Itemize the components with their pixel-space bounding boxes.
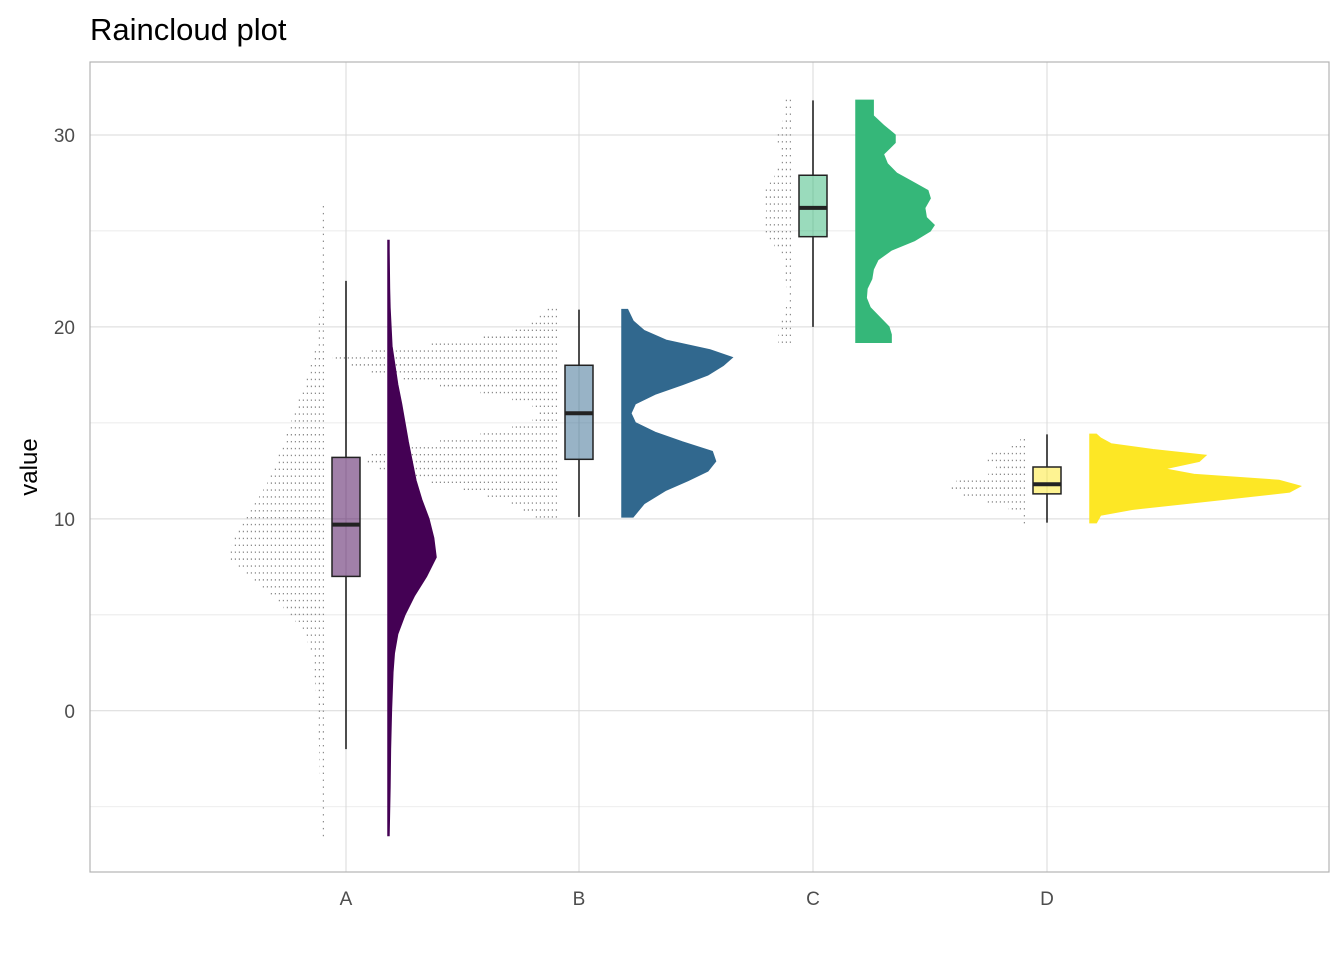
density-cloud-C [855, 99, 935, 343]
density-clouds [387, 99, 1302, 837]
y-tick-label: 30 [54, 126, 75, 147]
density-cloud-A [387, 239, 437, 837]
boxplots [331, 100, 1062, 750]
y-axis-label: value [16, 438, 43, 495]
density-cloud-B [621, 308, 734, 518]
x-tick-label: C [806, 889, 820, 910]
x-tick-label: D [1040, 889, 1054, 910]
y-tick-label: 10 [54, 510, 75, 531]
plot-frame [89, 61, 1330, 873]
x-tick-label: B [573, 889, 586, 910]
x-tick-label: A [340, 889, 353, 910]
chart-title: Raincloud plot [90, 12, 287, 47]
box-A [331, 456, 361, 578]
axis-ticks: 0 10 20 30 A B C D [54, 126, 1054, 910]
y-tick-label: 20 [54, 318, 75, 339]
y-tick-label: 0 [64, 702, 75, 723]
rain-dots [230, 99, 1025, 837]
density-cloud-D [1089, 433, 1302, 524]
box-D [1032, 466, 1062, 495]
